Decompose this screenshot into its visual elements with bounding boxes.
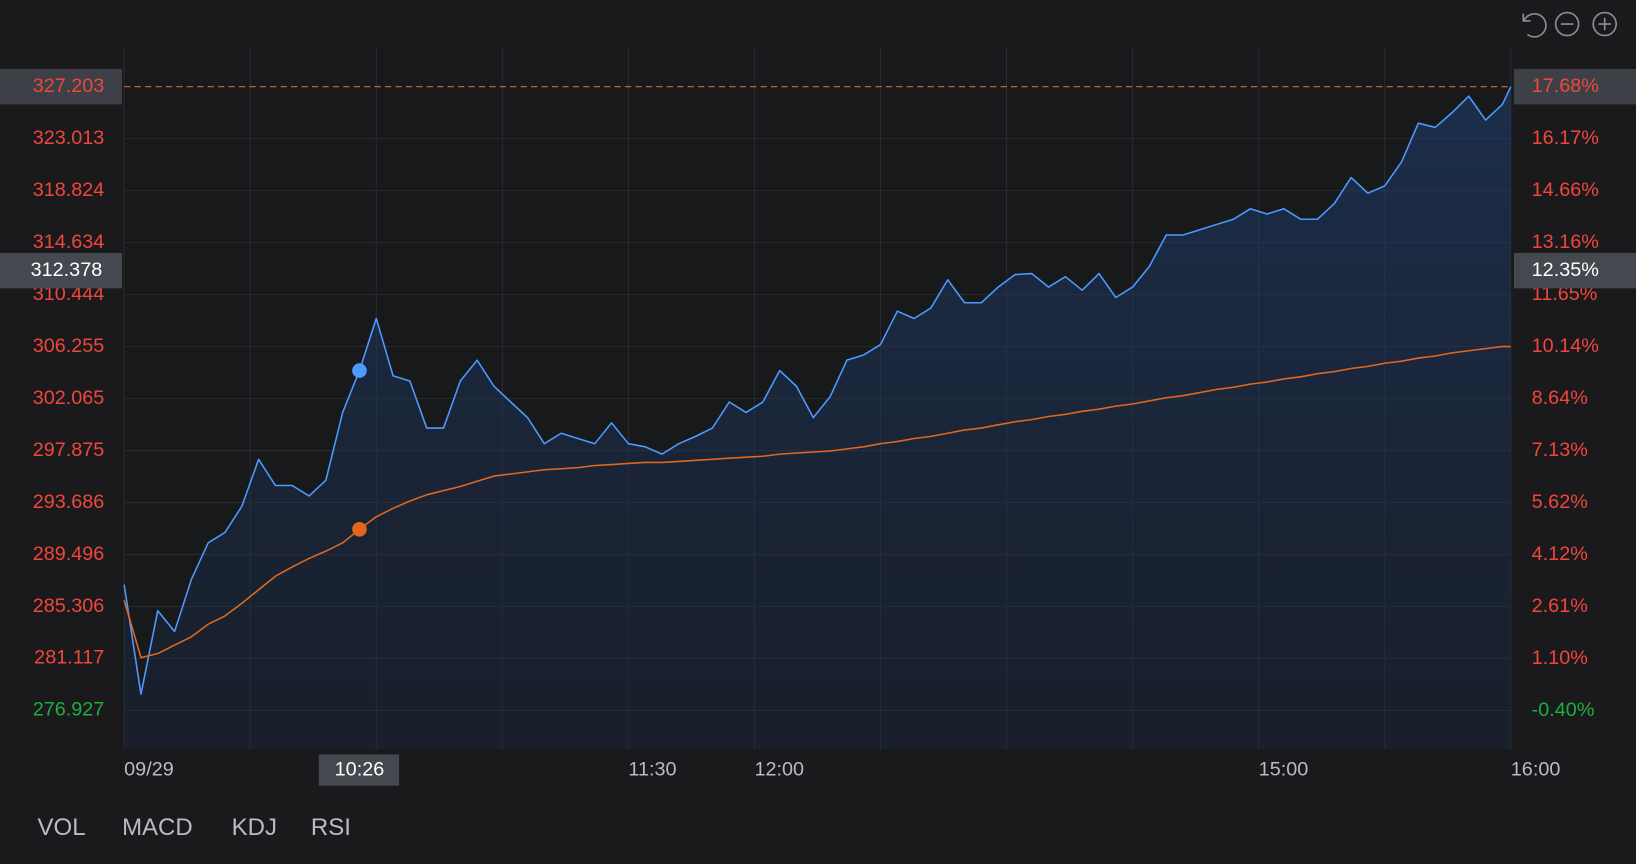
indicator-tab[interactable]: RSI: [311, 814, 351, 841]
indicator-tab[interactable]: MACD: [122, 814, 193, 841]
x-tick-label: 16:00: [1511, 758, 1561, 780]
price-line: [123, 86, 1512, 695]
y2-tick-label: 2.61%: [1532, 595, 1588, 617]
y2-tick-label: 8.64%: [1532, 387, 1588, 409]
y-tick-label: 306.255: [33, 335, 105, 357]
y-tick-label: 289.496: [33, 543, 105, 565]
crosshair-y-label: 312.378: [31, 259, 103, 281]
y2-tick-label: 5.62%: [1532, 491, 1588, 513]
high-label-box: [1513, 68, 1636, 105]
y-tick-label: 323.013: [33, 127, 105, 149]
y-tick-label: 318.824: [33, 179, 105, 201]
y2-tick-label: 11.65%: [1532, 283, 1598, 305]
crosshair-y2-label: 12.35%: [1532, 259, 1599, 281]
y-tick-label: 327.203: [33, 75, 105, 97]
x-tick-label: 09/29: [124, 758, 174, 780]
zoom-in-button[interactable]: [1592, 11, 1618, 37]
y2-tick-label: 16.17%: [1532, 127, 1599, 149]
high-label-box: [0, 68, 123, 105]
crosshair-dot: [352, 363, 367, 378]
y-tick-label: 276.927: [33, 699, 105, 721]
price-area: [124, 86, 1511, 750]
y2-tick-label: 1.10%: [1532, 647, 1588, 669]
y2-tick-label: 4.12%: [1532, 543, 1588, 565]
y-tick-label: 314.634: [33, 231, 105, 253]
crosshair-y2-box: [1513, 252, 1636, 289]
y2-tick-label: -0.40%: [1532, 699, 1595, 721]
x-tick-label: 15:00: [1259, 758, 1309, 780]
indicator-tab[interactable]: VOL: [38, 814, 86, 841]
y2-tick-label: 17.68%: [1532, 75, 1599, 97]
reset-button[interactable]: [1522, 13, 1547, 38]
y2-tick-label: 14.66%: [1532, 179, 1599, 201]
toolbar: [1522, 11, 1618, 38]
crosshair-dot: [352, 522, 367, 537]
indicator-tab[interactable]: KDJ: [232, 814, 277, 841]
y2-tick-label: 13.16%: [1532, 231, 1599, 253]
y2-tick-label: 10.14%: [1532, 335, 1599, 357]
x-tick-label: 12:00: [754, 758, 804, 780]
y-tick-label: 281.117: [34, 647, 104, 669]
crosshair-x-box: [318, 754, 400, 786]
zoom-out-button[interactable]: [1554, 11, 1580, 37]
y-tick-label: 293.686: [33, 491, 105, 513]
y-tick-label: 297.875: [33, 439, 105, 461]
x-tick-label: 11:30: [628, 758, 676, 780]
crosshair-x-label: 10:26: [335, 758, 385, 780]
y-tick-label: 302.065: [33, 387, 105, 409]
crosshair-y-box: [0, 252, 123, 289]
indicator-tabs: VOL MACD KDJ RSI: [38, 814, 351, 841]
y-tick-label: 285.306: [33, 595, 105, 617]
y2-tick-label: 7.13%: [1532, 439, 1588, 461]
